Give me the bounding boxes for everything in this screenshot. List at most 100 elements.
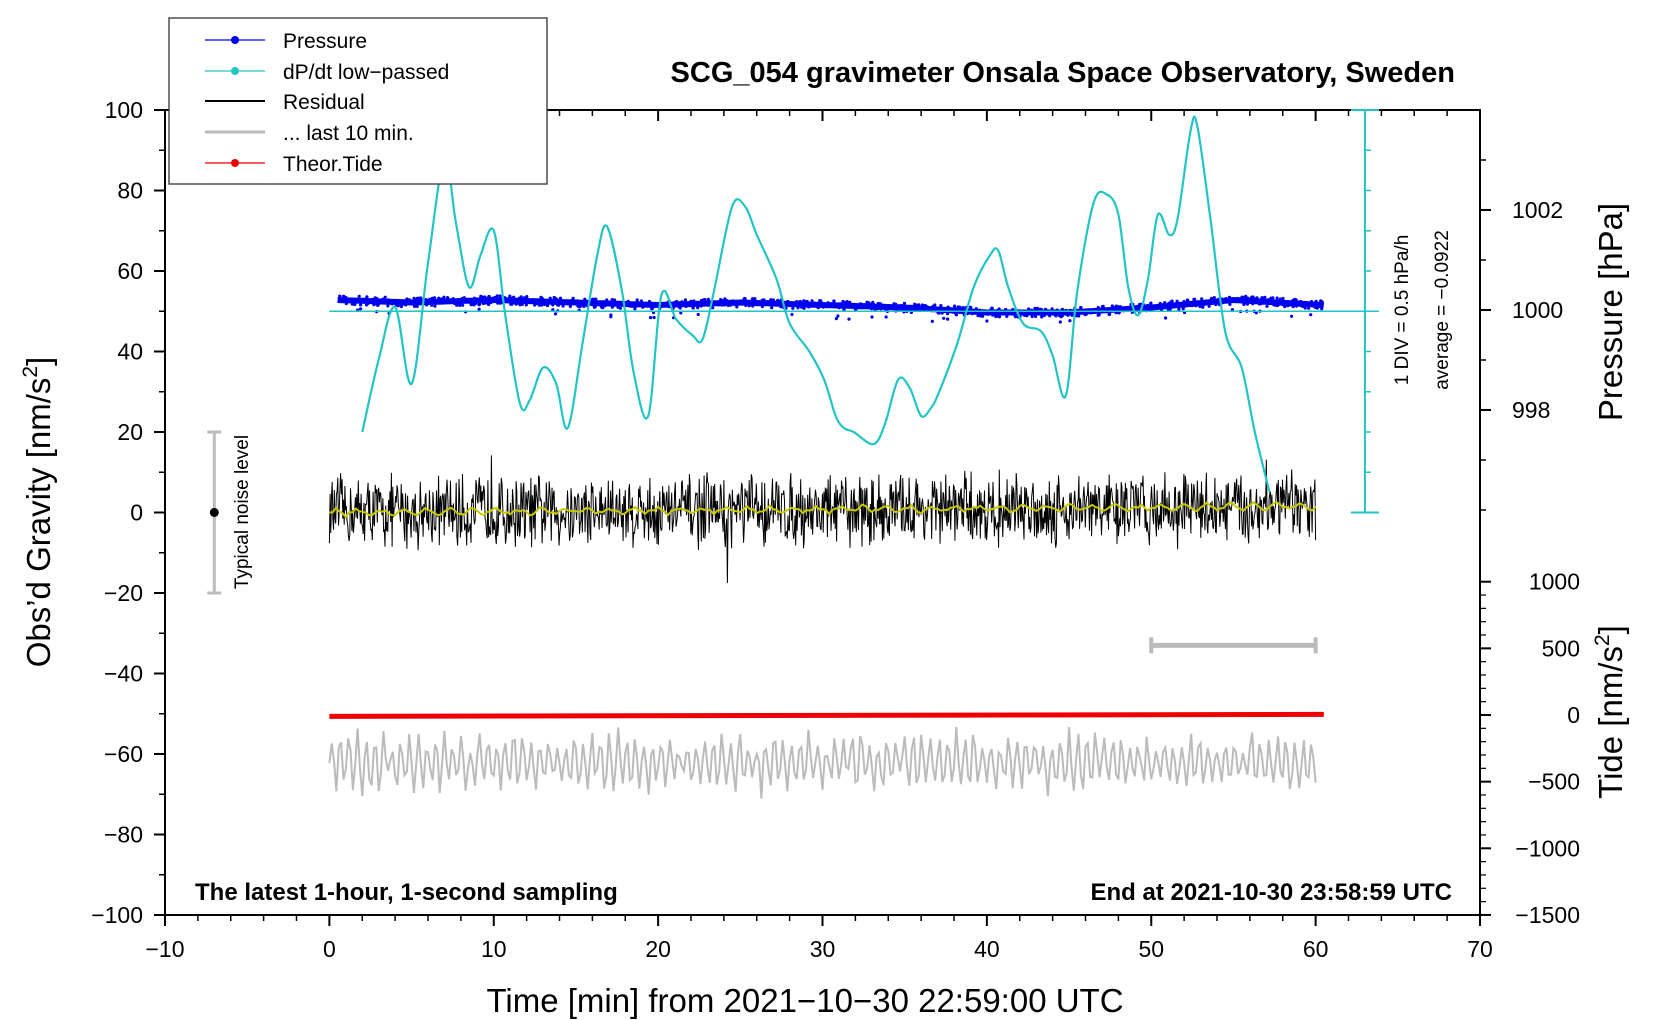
pressure-point xyxy=(524,303,528,307)
pressure-point xyxy=(941,307,945,311)
pressure-point xyxy=(1175,299,1179,303)
pressure-outlier xyxy=(649,316,653,320)
pressure-point xyxy=(405,297,409,301)
pressure-point xyxy=(496,301,500,305)
pressure-point xyxy=(879,303,884,307)
pressure-point xyxy=(1214,298,1218,302)
pressure-point xyxy=(649,303,653,307)
pressure-point xyxy=(1053,313,1057,317)
pressure-point xyxy=(1145,304,1149,308)
pressure-point xyxy=(1198,304,1202,309)
pressure-point xyxy=(749,303,754,307)
pressure-point xyxy=(342,294,346,299)
x-tick-label: 60 xyxy=(1303,936,1329,962)
pressure-point xyxy=(946,305,950,309)
pressure-point xyxy=(860,306,864,310)
pressure-point xyxy=(727,300,732,304)
pressure-point xyxy=(833,304,837,308)
pressure-point xyxy=(969,306,973,310)
pressure-point xyxy=(478,302,482,306)
pressure-point xyxy=(769,298,773,302)
x-axis-label: Time [min] from 2021−10−30 22:59:00 UTC xyxy=(486,982,1123,1019)
pressure-point xyxy=(1158,301,1162,306)
pressure-outlier xyxy=(359,307,363,311)
pressure-point xyxy=(425,303,429,307)
pressure-point xyxy=(807,305,811,309)
noise-center-dot xyxy=(209,508,219,517)
pressure-point xyxy=(359,303,363,307)
pressure-point xyxy=(1048,314,1052,318)
pressure-tick-label: 1002 xyxy=(1512,197,1563,223)
tide-tick-label: 1000 xyxy=(1529,569,1580,595)
pressure-tick-label: 998 xyxy=(1512,397,1550,423)
pressure-point xyxy=(832,299,836,303)
pressure-point xyxy=(1280,300,1284,304)
pressure-point xyxy=(1107,312,1111,316)
last-10-min-line xyxy=(328,726,1317,799)
pressure-point xyxy=(1043,307,1048,311)
pressure-point xyxy=(530,298,534,302)
pressure-point xyxy=(543,299,547,303)
pressure-point xyxy=(1272,303,1276,307)
pressure-point xyxy=(365,295,369,299)
pressure-point xyxy=(1196,302,1200,306)
residual-series xyxy=(328,455,1317,584)
pressure-point xyxy=(377,302,381,306)
pressure-point xyxy=(383,295,387,299)
x-tick-label: −10 xyxy=(145,936,184,962)
pressure-point xyxy=(675,299,679,304)
pressure-point xyxy=(460,297,464,301)
pressure-point xyxy=(871,300,875,304)
pressure-point xyxy=(1246,296,1250,300)
pressure-point xyxy=(430,296,434,300)
pressure-point xyxy=(600,304,604,308)
legend-item-pressure: Pressure xyxy=(205,30,367,53)
pressure-point xyxy=(543,302,547,307)
pressure-point xyxy=(484,298,488,302)
pressure-point xyxy=(980,313,984,317)
pressure-point xyxy=(842,300,846,304)
pressure-point xyxy=(654,304,658,308)
pressure-point xyxy=(613,298,617,302)
pressure-point xyxy=(400,302,405,306)
pressure-point xyxy=(411,300,415,304)
pressure-outlier xyxy=(696,312,700,317)
pressure-point xyxy=(845,300,849,304)
pressure-point xyxy=(639,299,644,303)
pressure-point xyxy=(677,304,681,308)
pressure-point xyxy=(952,307,957,311)
pressure-point xyxy=(581,304,585,308)
pressure-point xyxy=(680,300,684,304)
pressure-point xyxy=(645,304,649,308)
legend: Pressure dP/dt low−passed Residual ... l… xyxy=(168,17,548,185)
pressure-point xyxy=(611,303,615,307)
pressure-point xyxy=(1030,314,1034,319)
pressure-point xyxy=(1033,306,1037,310)
residual-smoothed-line xyxy=(329,500,1317,519)
pressure-point xyxy=(373,301,377,306)
pressure-point xyxy=(946,312,950,316)
pressure-point xyxy=(430,303,434,307)
pressure-point xyxy=(394,303,398,307)
y-axis-label-pressure: Pressure [hPa] xyxy=(1592,203,1629,421)
y-axis-label-left: Obs’d Gravity [nm/s2] xyxy=(19,357,57,668)
pressure-point xyxy=(346,299,350,303)
pressure-point xyxy=(637,302,642,306)
pressure-point xyxy=(370,299,374,303)
pressure-tick-label: 1000 xyxy=(1512,297,1563,323)
pressure-point xyxy=(1077,314,1081,318)
pressure-point xyxy=(1127,307,1131,311)
pressure-point xyxy=(1281,296,1285,301)
pressure-point xyxy=(354,299,358,303)
legend-marker-dpdt xyxy=(231,67,239,75)
pressure-outlier xyxy=(884,315,888,319)
pressure-point xyxy=(449,300,453,304)
pressure-point xyxy=(1269,296,1273,300)
pressure-point xyxy=(461,303,465,307)
pressure-point xyxy=(800,305,804,309)
pressure-point xyxy=(591,297,595,301)
pressure-point xyxy=(1265,304,1269,308)
pressure-point xyxy=(352,297,356,301)
pressure-point xyxy=(813,301,817,305)
pressure-point xyxy=(480,295,484,299)
